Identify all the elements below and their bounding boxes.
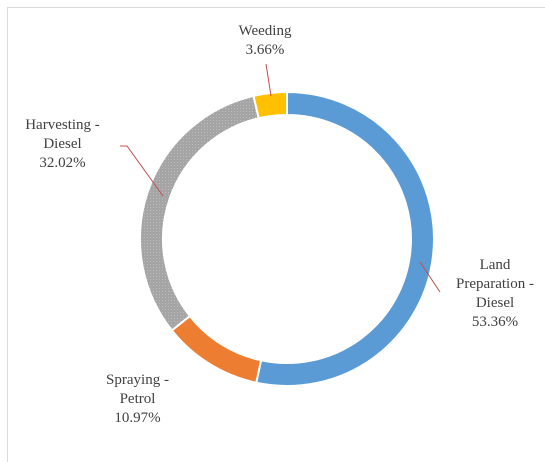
label: Harvesting - Diesel 32.02% — [15, 116, 110, 173]
category-label: Weeding — [238, 23, 292, 39]
leader-line — [265, 63, 272, 97]
value-label: 32.02% — [39, 155, 86, 171]
label: Weeding 3.66% — [215, 22, 315, 60]
donut-segment — [170, 314, 263, 384]
frame — [7, 7, 545, 462]
donut-segment — [252, 90, 288, 120]
ring — [139, 90, 435, 387]
category-label: Harvesting - Diesel — [25, 117, 100, 152]
label: Spraying - Petrol 10.97% — [95, 371, 180, 428]
category-label: Spraying - Petrol — [106, 372, 169, 407]
donut-segment — [139, 94, 260, 332]
value-label: 53.36% — [471, 314, 519, 330]
value-label: 3.66% — [245, 42, 285, 58]
value-label: 10.97% — [114, 410, 161, 426]
leader-line — [419, 261, 441, 293]
donut-segment — [255, 90, 435, 387]
category-label: Land Preparation - Diesel — [456, 257, 534, 311]
label: Land Preparation - Diesel 53.36% — [445, 256, 545, 332]
leader-line — [120, 145, 164, 197]
